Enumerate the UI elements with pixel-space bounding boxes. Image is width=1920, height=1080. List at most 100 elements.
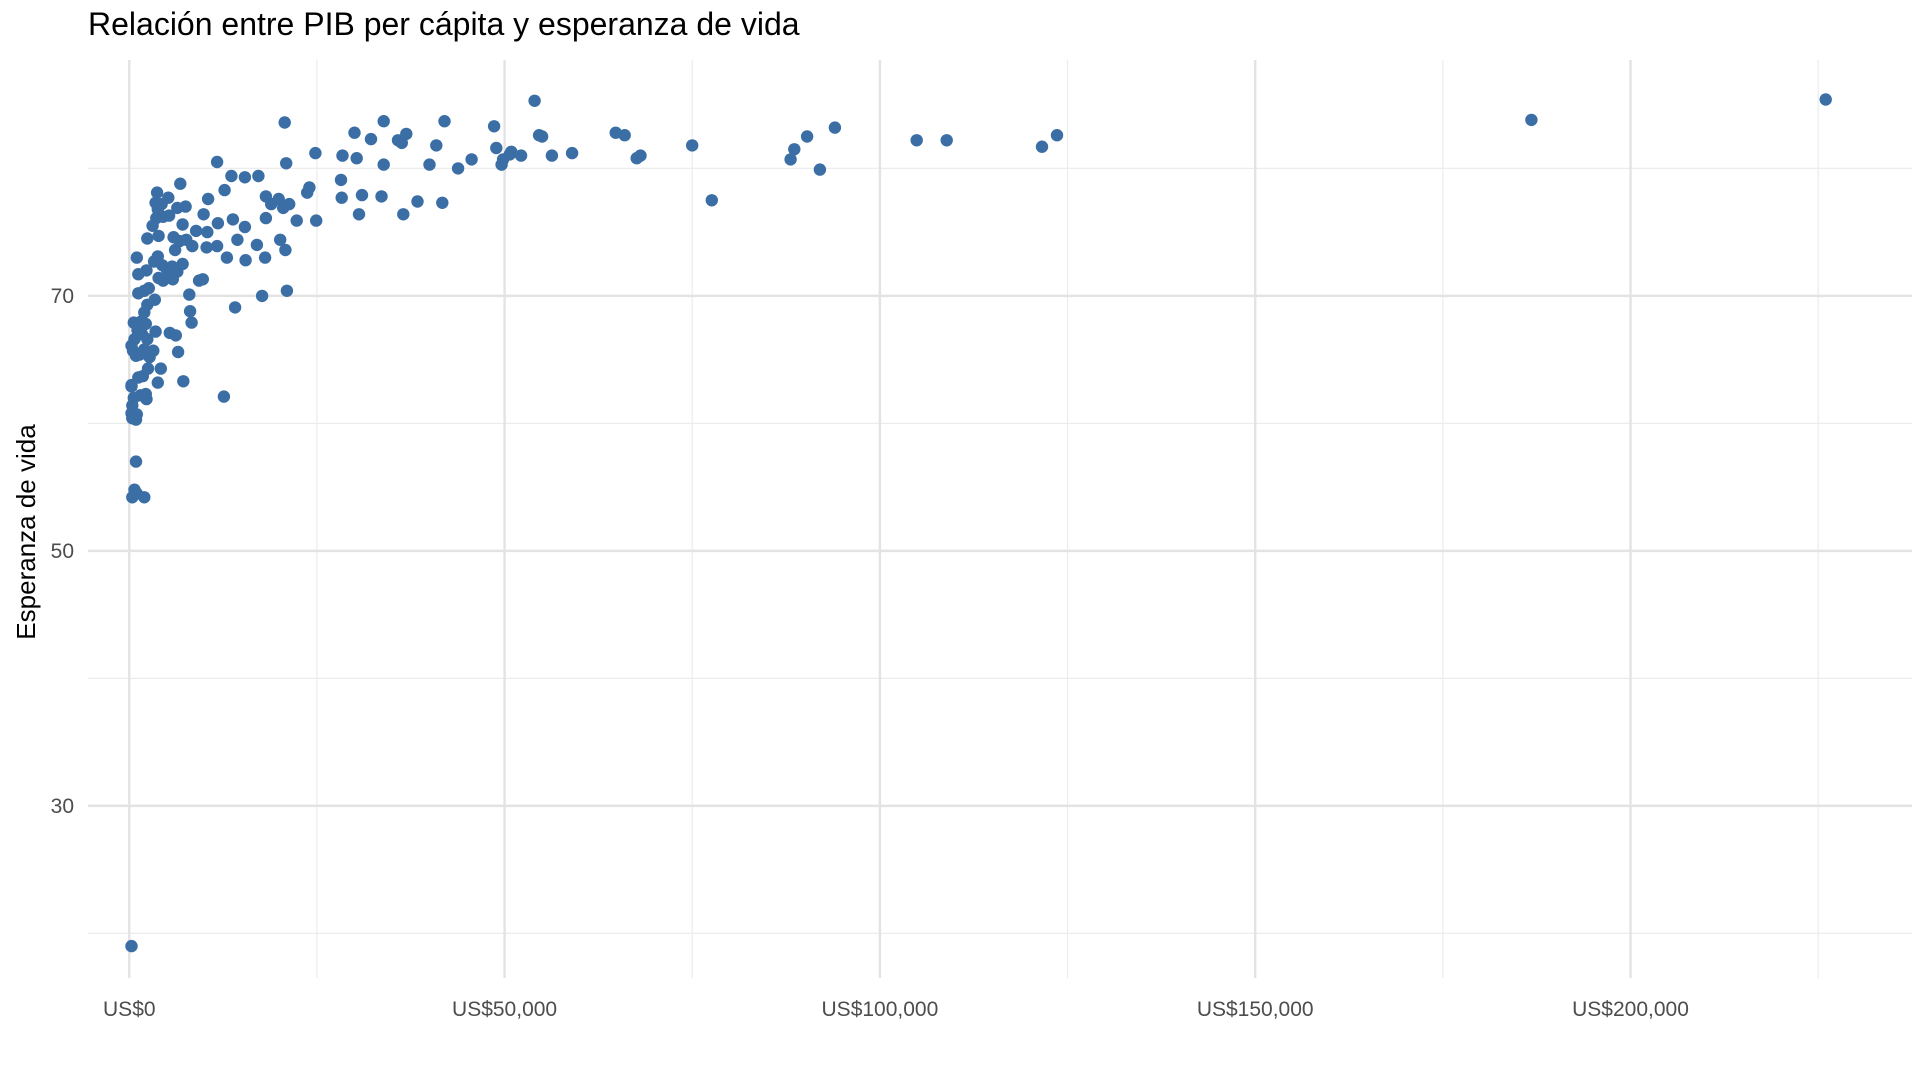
data-point: [231, 233, 244, 246]
x-tick-label: US$150,000: [1197, 998, 1314, 1021]
data-point: [152, 229, 165, 243]
data-point: [528, 94, 541, 108]
data-point: [465, 153, 478, 166]
data-point: [183, 288, 196, 301]
data-point: [352, 208, 366, 221]
data-point: [150, 186, 164, 199]
data-point: [451, 162, 465, 175]
data-point: [259, 211, 273, 225]
data-points: [125, 93, 1832, 953]
data-point: [278, 116, 291, 129]
data-point: [828, 121, 842, 134]
data-point: [225, 169, 238, 183]
data-point: [274, 233, 287, 246]
data-point: [151, 250, 164, 263]
data-point: [364, 132, 378, 146]
data-point: [189, 224, 203, 238]
data-point: [1050, 129, 1064, 142]
data-point: [545, 149, 559, 162]
y-axis-tick-labels: 30 50 70: [51, 285, 74, 818]
data-point: [174, 177, 187, 190]
data-point: [171, 345, 185, 359]
data-point: [166, 273, 179, 286]
data-point: [211, 217, 225, 230]
data-point: [1035, 140, 1049, 153]
data-point: [438, 115, 451, 128]
data-point: [272, 192, 285, 206]
data-point: [309, 146, 322, 160]
data-point: [140, 264, 153, 277]
data-point: [217, 390, 231, 403]
data-point: [141, 362, 155, 375]
x-tick-label: US$100,000: [822, 998, 939, 1021]
data-point: [148, 293, 161, 306]
data-point: [162, 209, 176, 222]
data-point: [377, 115, 390, 128]
data-point: [411, 195, 424, 208]
chart-title: Relación entre PIB per cápita y esperanz…: [88, 6, 800, 42]
data-point: [259, 190, 273, 203]
data-point: [238, 220, 252, 234]
data-point: [532, 129, 546, 142]
data-point: [686, 139, 699, 152]
data-point: [788, 143, 801, 156]
data-point: [201, 192, 215, 206]
data-point: [238, 171, 252, 184]
data-point: [280, 157, 293, 170]
data-point: [196, 273, 209, 286]
data-point: [397, 208, 410, 221]
data-point: [201, 225, 214, 239]
data-point: [634, 149, 647, 162]
data-point: [250, 238, 264, 252]
data-point: [258, 251, 272, 264]
data-point: [490, 141, 503, 155]
data-point: [180, 233, 193, 246]
data-point: [176, 218, 189, 231]
data-point: [1525, 113, 1538, 127]
data-point: [252, 169, 265, 183]
data-point: [228, 301, 242, 314]
data-point: [130, 408, 143, 421]
data-point: [179, 200, 192, 213]
data-point: [348, 126, 361, 139]
data-point: [565, 146, 579, 160]
data-point: [141, 232, 154, 245]
x-tick-label: US$200,000: [1572, 998, 1689, 1021]
data-point: [239, 254, 252, 267]
data-point: [176, 257, 189, 271]
data-point: [177, 375, 190, 388]
data-point: [334, 173, 348, 187]
data-point: [375, 190, 388, 203]
data-point: [355, 188, 369, 202]
data-point: [197, 208, 210, 221]
data-point: [183, 305, 197, 318]
data-point: [310, 214, 323, 227]
data-point: [142, 282, 155, 295]
data-point: [129, 455, 143, 468]
data-point: [138, 491, 151, 504]
data-point: [151, 376, 164, 389]
data-point: [303, 181, 316, 194]
data-point: [125, 939, 138, 953]
data-point: [220, 251, 234, 264]
data-point: [400, 127, 413, 141]
data-point: [1819, 93, 1832, 106]
y-tick-label: 50: [51, 540, 74, 563]
data-point: [185, 316, 198, 329]
data-point: [280, 284, 294, 297]
data-point: [436, 196, 449, 209]
x-tick-label: US$0: [103, 998, 156, 1021]
data-point: [423, 158, 436, 171]
data-point: [514, 149, 528, 162]
data-point: [279, 243, 292, 257]
data-point: [505, 145, 518, 158]
y-axis-title: Esperanza de vida: [11, 424, 41, 640]
y-tick-label: 70: [51, 285, 74, 308]
data-point: [200, 241, 213, 254]
data-point: [705, 194, 718, 207]
data-point: [140, 392, 153, 406]
data-point: [147, 344, 160, 357]
data-point: [336, 149, 349, 162]
data-point: [784, 153, 797, 166]
